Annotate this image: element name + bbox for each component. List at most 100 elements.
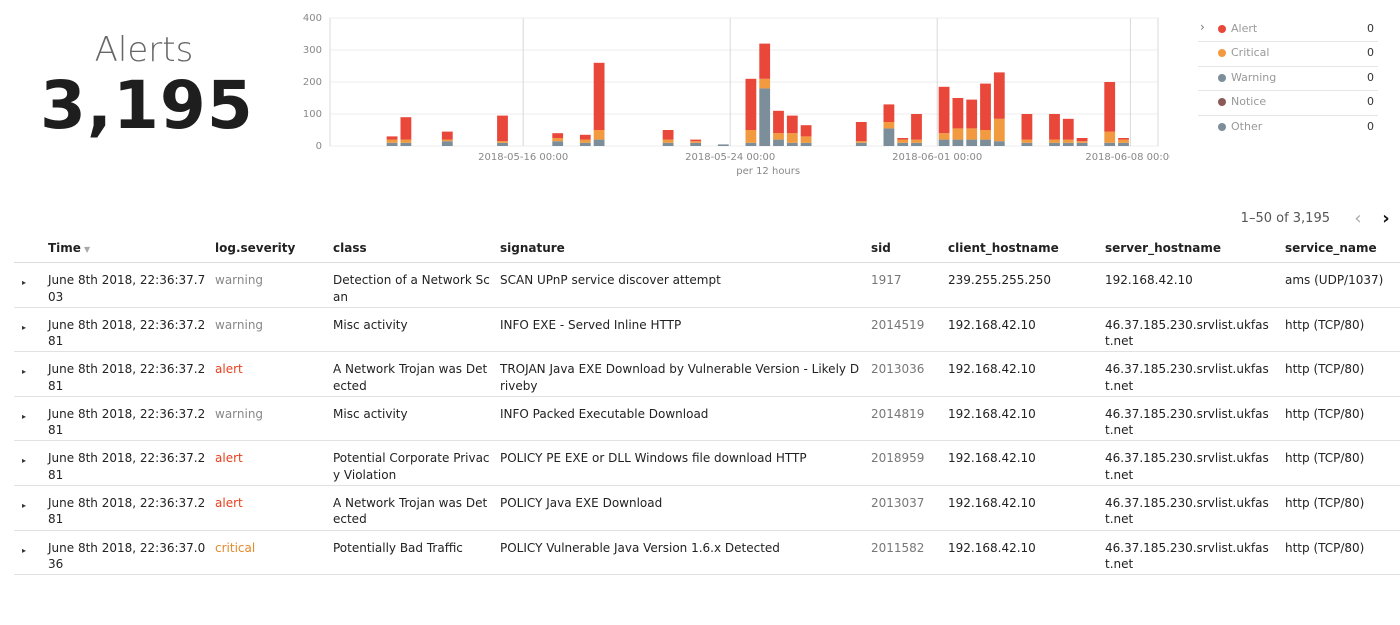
cell-client-hostname: 192.168.42.10 — [944, 352, 1101, 397]
bar-segment-alert — [966, 100, 977, 129]
column-header-time[interactable]: Time ▼ — [44, 234, 211, 263]
expand-row-icon[interactable]: ▸ — [14, 530, 44, 575]
legend-item-critical[interactable]: Critical 0 — [1198, 42, 1378, 66]
x-tick-label: 2018-05-24 00:00 — [685, 152, 775, 163]
expand-row-icon[interactable]: ▸ — [14, 485, 44, 530]
column-header-log-severity[interactable]: log.severity — [211, 234, 329, 263]
bar-segment-alert — [552, 133, 563, 138]
alerts-histogram[interactable]: 0 100 200 300 400 2018-05-16 00:00 2018-05-24 … — [290, 6, 1170, 186]
cell-client-hostname: 192.168.42.10 — [944, 307, 1101, 352]
bar-segment-warning — [663, 143, 674, 146]
y-tick-label: 0 — [316, 141, 322, 152]
cell-client-hostname: 192.168.42.10 — [944, 530, 1101, 575]
cell-time: June 8th 2018, 22:36:37.281 — [44, 485, 211, 530]
cell-class: Detection of a Network Scan — [329, 263, 496, 308]
bar-segment-critical — [1077, 141, 1088, 143]
bar-segment-critical — [1118, 140, 1129, 143]
chevron-left-icon[interactable]: ‹ — [1344, 204, 1372, 232]
x-tick-label: 2018-06-01 00:00 — [892, 152, 982, 163]
cell-time: June 8th 2018, 22:36:37.281 — [44, 352, 211, 397]
legend-item-notice[interactable]: Notice 0 — [1198, 91, 1378, 115]
table-row[interactable]: ▸ June 8th 2018, 22:36:37.036 critical Pote… — [14, 530, 1400, 575]
column-header-server-hostname[interactable]: server_hostname — [1101, 234, 1281, 263]
bar-segment-critical — [594, 130, 605, 140]
bar-segment-warning — [580, 143, 591, 146]
bar-segment-critical — [1049, 140, 1060, 143]
table-row[interactable]: ▸ June 8th 2018, 22:36:37.703 warning Detec… — [14, 263, 1400, 308]
bar-segment-critical — [759, 79, 770, 89]
bar-segment-alert — [980, 84, 991, 130]
bar-segment-critical — [663, 140, 674, 143]
bar-segment-critical — [787, 133, 798, 143]
cell-signature: INFO Packed Executable Download — [496, 396, 867, 441]
cell-time: June 8th 2018, 22:36:37.281 — [44, 396, 211, 441]
bar-segment-warning — [939, 140, 950, 146]
cell-client-hostname: 239.255.255.250 — [944, 263, 1101, 308]
cell-sid: 2011582 — [867, 530, 944, 575]
cell-sid: 2013036 — [867, 352, 944, 397]
expand-row-icon[interactable]: ▸ — [14, 263, 44, 308]
cell-service-name: ams (UDP/1037) — [1281, 263, 1400, 308]
legend-item-alert[interactable]: › Alert 0 — [1198, 18, 1378, 42]
bar-segment-alert — [401, 117, 412, 139]
expand-row-icon[interactable]: ▸ — [14, 441, 44, 486]
column-header-client-hostname[interactable]: client_hostname — [944, 234, 1101, 263]
cell-signature: POLICY Vulnerable Java Version 1.6.x Det… — [496, 530, 867, 575]
bar-segment-critical — [911, 140, 922, 143]
bar-segment-critical — [801, 136, 812, 142]
chevron-right-icon[interactable]: › — [1200, 20, 1205, 34]
chevron-right-icon[interactable]: › — [1372, 204, 1400, 232]
legend-swatch — [1218, 25, 1226, 33]
cell-server-hostname: 192.168.42.10 — [1101, 263, 1281, 308]
legend-count: 0 — [1367, 22, 1374, 35]
bar-segment-warning — [1104, 143, 1115, 146]
cell-sid: 2014519 — [867, 307, 944, 352]
bar-segment-alert — [953, 98, 964, 128]
cell-class: Potentially Bad Traffic — [329, 530, 496, 575]
expand-row-icon[interactable]: ▸ — [14, 307, 44, 352]
bar-segment-critical — [939, 133, 950, 139]
bar-segment-alert — [856, 122, 867, 141]
cell-client-hostname: 192.168.42.10 — [944, 485, 1101, 530]
cell-server-hostname: 46.37.185.230.srvlist.ukfast.net — [1101, 485, 1281, 530]
y-tick-label: 200 — [303, 77, 322, 88]
column-header-sid[interactable]: sid — [867, 234, 944, 263]
bar-segment-alert — [663, 130, 674, 140]
y-tick-label: 100 — [303, 109, 322, 120]
table-row[interactable]: ▸ June 8th 2018, 22:36:37.281 warning Misc … — [14, 396, 1400, 441]
expand-row-icon[interactable]: ▸ — [14, 352, 44, 397]
column-header-service-name[interactable]: service_name — [1281, 234, 1400, 263]
sort-down-icon[interactable]: ▼ — [84, 245, 90, 254]
table-row[interactable]: ▸ June 8th 2018, 22:36:37.281 alert A Netwo… — [14, 485, 1400, 530]
bar-segment-critical — [387, 140, 398, 143]
cell-severity: alert — [211, 352, 329, 397]
bar-segment-alert — [1077, 138, 1088, 141]
cell-client-hostname: 192.168.42.10 — [944, 396, 1101, 441]
bar-segment-warning — [1049, 143, 1060, 146]
column-header-signature[interactable]: signature — [496, 234, 867, 263]
bar-segment-alert — [897, 138, 908, 140]
table-row[interactable]: ▸ June 8th 2018, 22:36:37.281 alert Potenti… — [14, 441, 1400, 486]
bar-segment-warning — [953, 140, 964, 146]
column-header-class[interactable]: class — [329, 234, 496, 263]
table-row[interactable]: ▸ June 8th 2018, 22:36:37.281 alert A Netwo… — [14, 352, 1400, 397]
cell-signature: INFO EXE - Served Inline HTTP — [496, 307, 867, 352]
bar-segment-warning — [911, 143, 922, 146]
bar-segment-warning — [594, 140, 605, 146]
cell-severity: critical — [211, 530, 329, 575]
bar-segment-critical — [690, 141, 701, 143]
bar-segment-critical — [856, 141, 867, 143]
expand-row-icon[interactable]: ▸ — [14, 396, 44, 441]
legend-item-other[interactable]: Other 0 — [1198, 116, 1378, 139]
legend-swatch — [1218, 98, 1226, 106]
bar-segment-critical — [884, 122, 895, 128]
cell-signature: TROJAN Java EXE Download by Vulnerable V… — [496, 352, 867, 397]
legend-label: Notice — [1231, 95, 1266, 108]
bar-segment-alert — [442, 132, 453, 140]
table-row[interactable]: ▸ June 8th 2018, 22:36:37.281 warning Misc … — [14, 307, 1400, 352]
alerts-metric: Alerts 3,195 — [40, 28, 248, 140]
legend-item-warning[interactable]: Warning 0 — [1198, 67, 1378, 91]
bar-segment-warning — [1077, 143, 1088, 146]
cell-severity: warning — [211, 396, 329, 441]
bar-segment-critical — [897, 140, 908, 143]
